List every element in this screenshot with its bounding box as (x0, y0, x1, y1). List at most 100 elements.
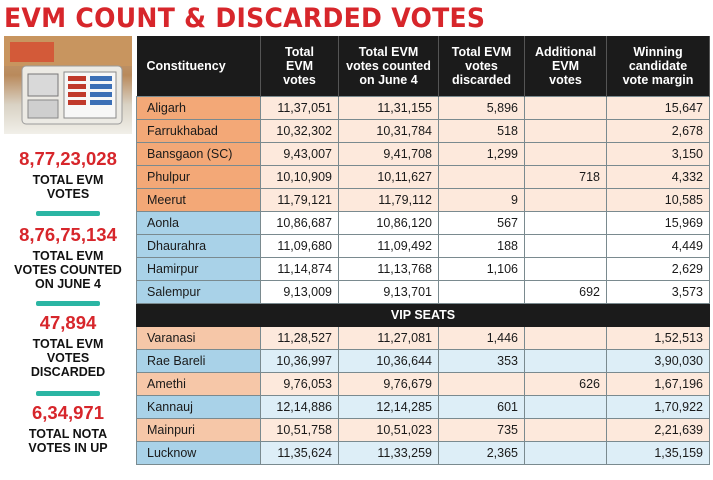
cell-votes-counted: 12,14,285 (338, 394, 439, 419)
stat-label: ON JUNE 4 (35, 277, 101, 291)
cell-additional-votes (524, 141, 607, 166)
cell-winning-margin: 1,70,922 (606, 394, 710, 419)
cell-winning-margin: 1,35,159 (606, 440, 710, 465)
table-body: Aligarh 11,37,051 11,31,155 5,896 15,647 Farr… (136, 95, 710, 465)
stat-value: 8,77,23,028 (19, 148, 117, 169)
cell-votes-counted: 10,31,784 (338, 118, 439, 143)
cell-constituency: Dhaurahra (136, 233, 261, 258)
cell-votes-counted: 10,51,023 (338, 417, 439, 442)
cell-additional-votes (524, 325, 607, 350)
cell-constituency: Phulpur (136, 164, 261, 189)
vip-section-label: VIP SEATS (136, 302, 710, 327)
table-row: Dhaurahra 11,09,680 11,09,492 188 4,449 (136, 233, 710, 258)
cell-additional-votes (524, 417, 607, 442)
cell-votes-discarded (438, 279, 525, 304)
cell-votes-counted: 11,13,768 (338, 256, 439, 281)
cell-constituency: Hamirpur (136, 256, 261, 281)
header-text: votes counted (346, 58, 431, 73)
cell-winning-margin: 1,67,196 (606, 371, 710, 396)
cell-winning-margin: 4,449 (606, 233, 710, 258)
cell-votes-counted: 11,31,155 (338, 95, 439, 120)
cell-total-evm-votes: 11,37,051 (260, 95, 339, 120)
header-text: EVM (551, 58, 580, 73)
evm-machine-illustration (4, 36, 132, 125)
header-text: votes (283, 72, 316, 87)
cell-constituency: Rae Bareli (136, 348, 261, 373)
cell-total-evm-votes: 9,13,009 (260, 279, 339, 304)
cell-total-evm-votes: 10,86,687 (260, 210, 339, 235)
cell-constituency: Mainpuri (136, 417, 261, 442)
divider (36, 211, 100, 216)
table-row: Meerut 11,79,121 11,79,112 9 10,585 (136, 187, 710, 212)
header-text: EVM (285, 58, 314, 73)
cell-votes-counted: 11,27,081 (338, 325, 439, 350)
stat-nota-votes: 6,34,971 TOTAL NOTA VOTES IN UP (4, 402, 132, 455)
cell-additional-votes (524, 95, 607, 120)
cell-constituency: Meerut (136, 187, 261, 212)
cell-total-evm-votes: 11,09,680 (260, 233, 339, 258)
cell-total-evm-votes: 11,79,121 (260, 187, 339, 212)
header-text: on June 4 (359, 72, 418, 87)
cell-votes-discarded: 1,106 (438, 256, 525, 281)
cell-constituency: Lucknow (136, 440, 261, 465)
cell-constituency: Bansgaon (SC) (136, 141, 261, 166)
column-header-votes-discarded: Total EVM votes discarded (438, 36, 525, 96)
cell-constituency: Kannauj (136, 394, 261, 419)
cell-additional-votes (524, 348, 607, 373)
cell-total-evm-votes: 10,10,909 (260, 164, 339, 189)
table-row: Phulpur 10,10,909 10,11,627 718 4,332 (136, 164, 710, 189)
cell-votes-discarded: 188 (438, 233, 525, 258)
cell-constituency: Aonla (136, 210, 261, 235)
cell-additional-votes: 626 (524, 371, 607, 396)
cell-winning-margin: 15,969 (606, 210, 710, 235)
table-row: Farrukhabad 10,32,302 10,31,784 518 2,678 (136, 118, 710, 143)
table-row: Lucknow 11,35,624 11,33,259 2,365 1,35,159 (136, 440, 710, 465)
cell-votes-discarded: 5,896 (438, 95, 525, 120)
evm-table-container: Constituency Total EVM votes Total EVM v… (136, 36, 710, 465)
header-text: Total EVM (451, 44, 512, 59)
column-header-constituency: Constituency (136, 36, 261, 96)
cell-total-evm-votes: 11,28,527 (260, 325, 339, 350)
vip-section-header: VIP SEATS (136, 302, 710, 327)
page-title: EVM COUNT & DISCARDED VOTES (4, 3, 486, 34)
cell-total-evm-votes: 12,14,886 (260, 394, 339, 419)
divider (36, 301, 100, 306)
cell-constituency: Amethi (136, 371, 261, 396)
cell-votes-counted: 11,09,492 (338, 233, 439, 258)
cell-total-evm-votes: 10,32,302 (260, 118, 339, 143)
cell-total-evm-votes: 9,43,007 (260, 141, 339, 166)
stat-value: 6,34,971 (31, 402, 104, 423)
cell-constituency: Salempur (136, 279, 261, 304)
cell-votes-discarded (438, 371, 525, 396)
cell-votes-counted: 9,13,701 (338, 279, 439, 304)
cell-constituency: Aligarh (136, 95, 261, 120)
cell-winning-margin: 2,678 (606, 118, 710, 143)
cell-votes-discarded: 735 (438, 417, 525, 442)
cell-winning-margin: 2,21,639 (606, 417, 710, 442)
cell-votes-discarded: 9 (438, 187, 525, 212)
header-text: Winning (633, 44, 683, 59)
stat-value: 8,76,75,134 (19, 224, 117, 245)
evm-machine-image (4, 36, 132, 134)
stat-label: VOTES IN UP (28, 441, 108, 455)
cell-total-evm-votes: 11,35,624 (260, 440, 339, 465)
table-row: Aligarh 11,37,051 11,31,155 5,896 15,647 (136, 95, 710, 120)
cell-votes-discarded: 353 (438, 348, 525, 373)
cell-votes-counted: 10,36,644 (338, 348, 439, 373)
column-header-total-evm-votes: Total EVM votes (260, 36, 339, 96)
stat-label: TOTAL EVM (32, 173, 104, 187)
cell-winning-margin: 15,647 (606, 95, 710, 120)
cell-votes-discarded: 567 (438, 210, 525, 235)
header-text: Additional (534, 44, 597, 59)
cell-winning-margin: 3,150 (606, 141, 710, 166)
cell-additional-votes: 718 (524, 164, 607, 189)
cell-votes-counted: 11,33,259 (338, 440, 439, 465)
table-row: Amethi 9,76,053 9,76,679 626 1,67,196 (136, 371, 710, 396)
stat-label: TOTAL NOTA (28, 427, 108, 441)
divider (36, 391, 100, 396)
header-text: Total (285, 44, 314, 59)
cell-additional-votes (524, 233, 607, 258)
header-text: vote margin (622, 72, 694, 87)
table-header-row: Constituency Total EVM votes Total EVM v… (136, 36, 710, 96)
cell-additional-votes (524, 118, 607, 143)
